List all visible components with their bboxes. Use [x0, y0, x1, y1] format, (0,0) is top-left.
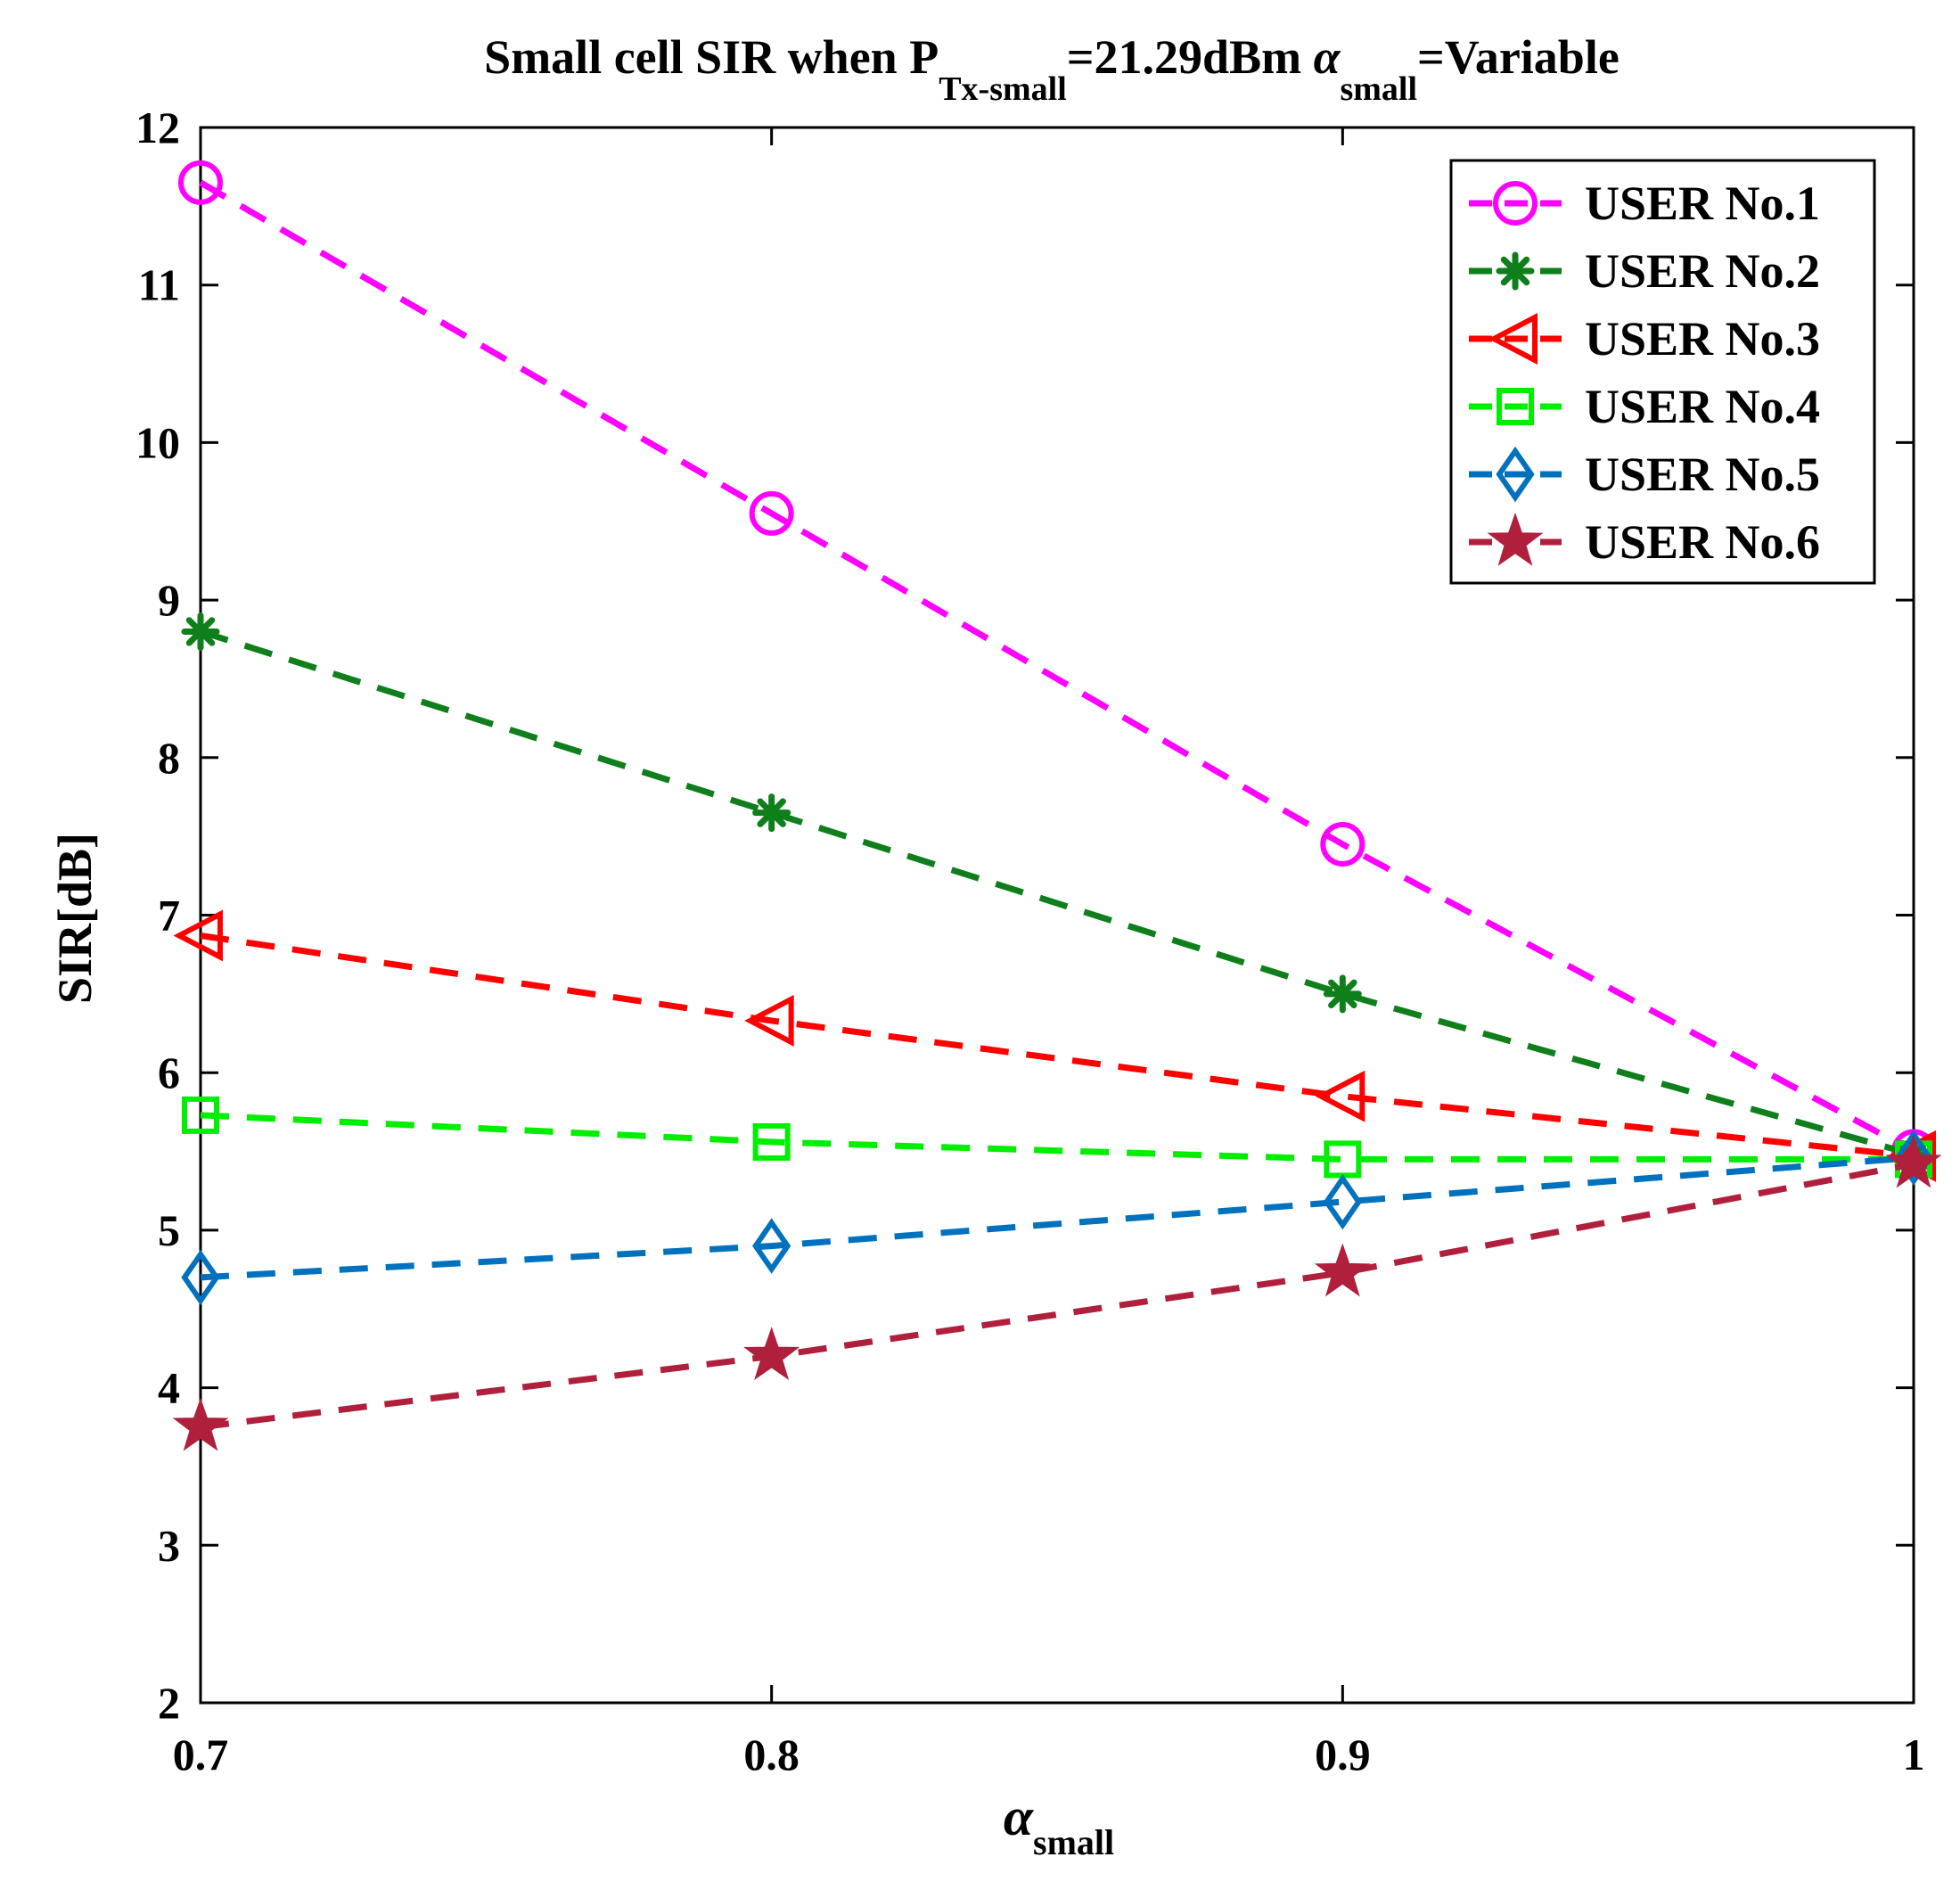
- legend-marker: [1497, 388, 1534, 425]
- series-6: [172, 1134, 1942, 1451]
- legend-item: USER No.6: [1469, 512, 1820, 569]
- y-tick-label: 4: [158, 1363, 180, 1413]
- y-tick-label: 12: [135, 103, 180, 152]
- data-point: [182, 1096, 219, 1134]
- legend-marker: [1488, 313, 1538, 365]
- title-mid: =21.29dBm: [1067, 30, 1314, 84]
- x-axis: 0.7 0.8 0.9 1: [173, 127, 1925, 1779]
- y-tick-label: 11: [138, 260, 180, 310]
- legend-label: USER No.5: [1585, 448, 1820, 501]
- x-tick-label: 0.7: [173, 1730, 229, 1779]
- legend-item: USER No.5: [1469, 446, 1820, 503]
- title-sub2: small: [1340, 70, 1417, 108]
- chart-title: Small cell SIR when PTx-small=21.29dBm α…: [484, 30, 1620, 108]
- y-tick-label: 8: [158, 733, 180, 783]
- asterisk-stroke: [1500, 256, 1530, 286]
- data-point: [1323, 1173, 1362, 1230]
- legend-marker: [1496, 251, 1535, 291]
- asterisk-stroke: [1328, 979, 1357, 1009]
- series-line: [200, 933, 1915, 1160]
- data-point: [172, 1397, 229, 1451]
- legend-marker: [1487, 512, 1544, 566]
- series-line: [200, 1112, 1914, 1163]
- legend: USER No.1 USER No.2 USER No.3 USER No.4 USER…: [1449, 159, 1876, 585]
- series-line: [200, 1155, 1915, 1281]
- data-point: [181, 612, 220, 651]
- legend-item: USER No.3: [1469, 312, 1820, 366]
- legend-item: USER No.1: [1469, 177, 1820, 230]
- x-tick-label: 1: [1903, 1730, 1925, 1779]
- data-point: [173, 909, 223, 962]
- x-tick-label: 0.8: [743, 1730, 800, 1779]
- legend-label: USER No.4: [1585, 380, 1820, 433]
- data-point: [181, 1249, 220, 1306]
- legend-label: USER No.6: [1585, 515, 1820, 569]
- data-point: [752, 793, 791, 833]
- data-point: [752, 1218, 791, 1274]
- data-point: [1315, 1070, 1365, 1122]
- series-layer: [172, 160, 1942, 1451]
- series-line: [200, 1161, 1915, 1431]
- asterisk-stroke: [757, 798, 786, 827]
- data-point: [178, 160, 223, 205]
- title-sub1: Tx-small: [939, 70, 1067, 108]
- data-point: [1320, 821, 1365, 867]
- y-tick-label: 10: [135, 417, 180, 467]
- data-point: [743, 1327, 800, 1380]
- y-axis-title: SIR[dB]: [48, 833, 102, 1004]
- legend-label: USER No.3: [1585, 312, 1820, 366]
- data-point: [1885, 1134, 1942, 1188]
- x-axis-title-sub: small: [1033, 1822, 1114, 1862]
- legend-label: USER No.2: [1585, 244, 1820, 298]
- y-tick-label: 3: [158, 1520, 180, 1570]
- legend-item: USER No.4: [1469, 380, 1820, 433]
- y-tick-label: 7: [158, 891, 180, 941]
- y-axis: 2 3 4 5 6 7 8 9 10 11 12: [135, 103, 1914, 1728]
- x-axis-title: αsmall: [1004, 1787, 1114, 1862]
- data-point: [752, 1122, 791, 1161]
- y-tick-label: 2: [158, 1678, 180, 1728]
- legend-box: [1449, 159, 1876, 585]
- series-line: [199, 629, 1915, 1158]
- title-prefix: Small cell SIR when P: [484, 30, 939, 84]
- legend-item: USER No.2: [1469, 244, 1820, 298]
- y-tick-label: 6: [158, 1048, 180, 1097]
- legend-label: USER No.1: [1585, 177, 1820, 230]
- data-point: [744, 994, 794, 1047]
- legend-marker: [1493, 181, 1538, 226]
- series-5: [181, 1130, 1933, 1306]
- y-tick-label: 9: [158, 575, 180, 625]
- series-line: [199, 179, 1915, 1155]
- legend-marker: [1496, 446, 1535, 503]
- data-point: [1314, 1243, 1371, 1297]
- asterisk-stroke: [185, 617, 216, 646]
- data-point: [1323, 974, 1362, 1014]
- x-tick-label: 0.9: [1315, 1730, 1371, 1779]
- title-alpha: α: [1314, 30, 1341, 84]
- data-point: [749, 490, 794, 536]
- data-point: [1894, 1130, 1933, 1186]
- title-suffix: =Variable: [1417, 30, 1620, 84]
- x-axis-title-main: α: [1004, 1787, 1034, 1846]
- y-tick-label: 5: [158, 1205, 180, 1255]
